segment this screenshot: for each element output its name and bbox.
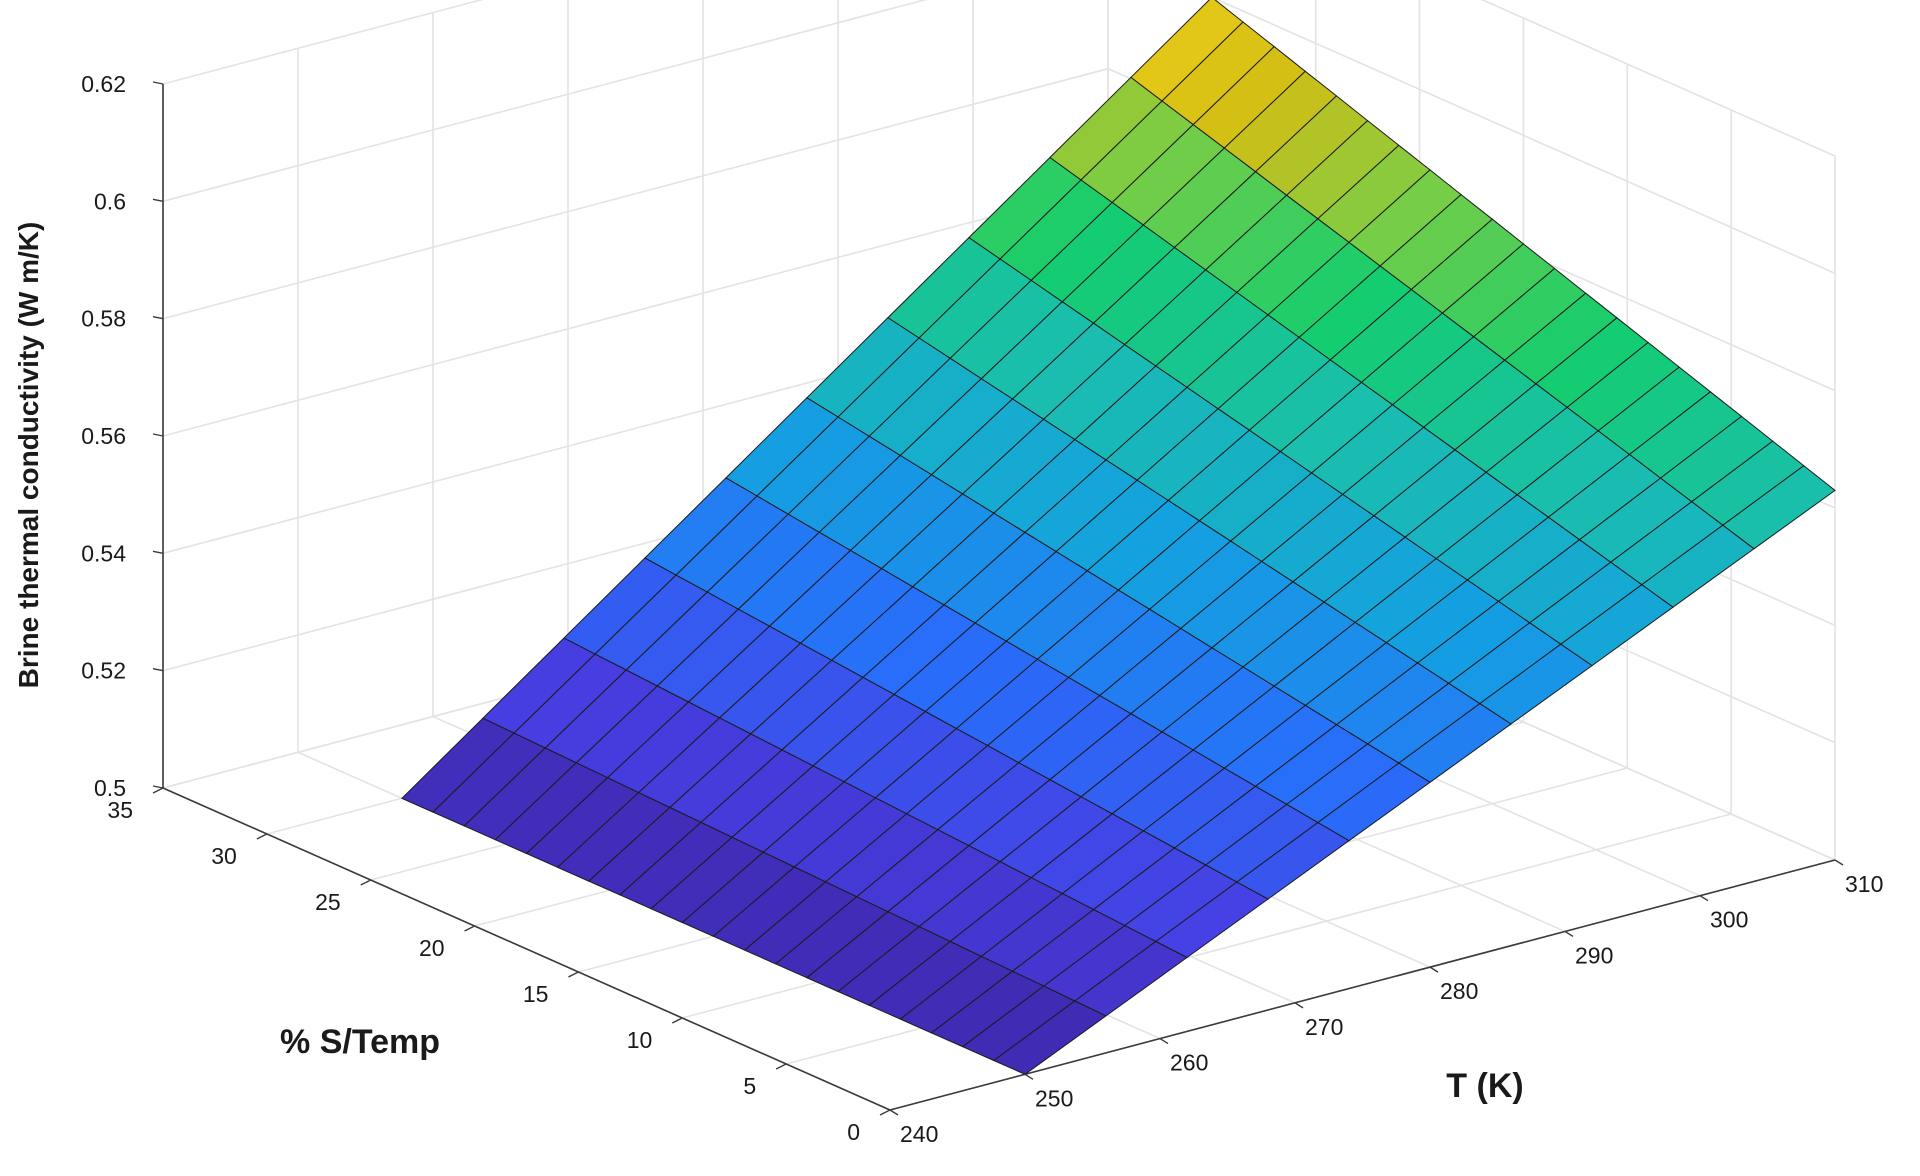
z-tick-label: 0.56 [81, 423, 126, 449]
x-tick-mark [1024, 1073, 1034, 1080]
x-tick-label: 310 [1845, 871, 1883, 897]
z-axis-label: Brine thermal conductivity (W m/K) [13, 222, 44, 689]
z-tick-label: 0.62 [81, 71, 126, 97]
z-tick-mark [152, 667, 164, 672]
grid-wall-xz-z-0.56 [162, 185, 1109, 437]
x-tick-mark [1159, 1037, 1169, 1045]
y-tick-mark [464, 925, 475, 932]
x-tick-label: 270 [1305, 1014, 1343, 1040]
y-tick-mark [879, 1109, 891, 1116]
y-tick-mark [671, 1017, 683, 1024]
x-tick-mark [1699, 895, 1709, 902]
y-tick-mark [775, 1063, 787, 1070]
x-tick-label: 300 [1710, 907, 1748, 933]
z-tick-label: 0.5 [94, 775, 126, 801]
z-tick-mark [152, 81, 164, 85]
x-tick-label: 260 [1170, 1050, 1208, 1076]
surface-cell-0-0 [992, 1000, 1107, 1075]
z-tick-mark [152, 433, 164, 437]
z-tick-label: 0.52 [81, 658, 126, 684]
grid-wall-xz-z-0.58 [162, 67, 1109, 320]
x-tick-label: 240 [900, 1121, 938, 1147]
y-tick-mark [256, 833, 268, 840]
y-tick-label: 5 [743, 1073, 756, 1099]
y-tick-mark [152, 787, 164, 794]
x-tick-label: 280 [1440, 978, 1478, 1004]
x-tick-label: 250 [1035, 1085, 1073, 1111]
y-tick-label: 0 [847, 1119, 860, 1145]
z-tick-mark [152, 198, 164, 203]
x-axis-label: T (K) [1446, 1067, 1523, 1105]
x-tick-mark [1294, 1002, 1304, 1009]
surface-mesh [401, 0, 1836, 1075]
grid-wall-xz-z-0.6 [162, 0, 928, 203]
x-tick-mark [889, 1109, 899, 1116]
x-axis-line [889, 859, 1836, 1111]
y-tick-label: 10 [627, 1027, 653, 1053]
z-tick-mark [152, 550, 164, 555]
y-tick-label: 25 [315, 889, 341, 915]
grid-wall-xz-z-0.62 [162, 0, 484, 85]
y-tick-label: 30 [211, 843, 237, 869]
x-tick-mark [1564, 930, 1574, 938]
z-tick-mark [152, 785, 164, 789]
z-tick-label: 0.58 [81, 306, 126, 332]
y-axis-line [162, 787, 891, 1111]
y-tick-mark [568, 971, 579, 978]
x-tick-mark [1834, 859, 1844, 866]
y-tick-mark [360, 879, 372, 886]
grid-wall-yz-z-0.6 [1215, 0, 1836, 275]
x-tick-mark [1429, 966, 1439, 973]
tick-labels: 240250260270280290300310051015202530350.… [81, 71, 1883, 1147]
z-tick-label: 0.54 [81, 540, 126, 566]
y-tick-label: 35 [107, 797, 133, 823]
z-tick-label: 0.6 [94, 188, 126, 214]
z-tick-mark [152, 315, 164, 320]
y-axis-label: % S/Temp [280, 1023, 440, 1061]
grid-wall-yz-z-0.62 [1480, 0, 1836, 157]
x-tick-label: 290 [1575, 942, 1613, 968]
y-tick-label: 15 [523, 981, 549, 1007]
y-tick-label: 20 [419, 935, 445, 961]
